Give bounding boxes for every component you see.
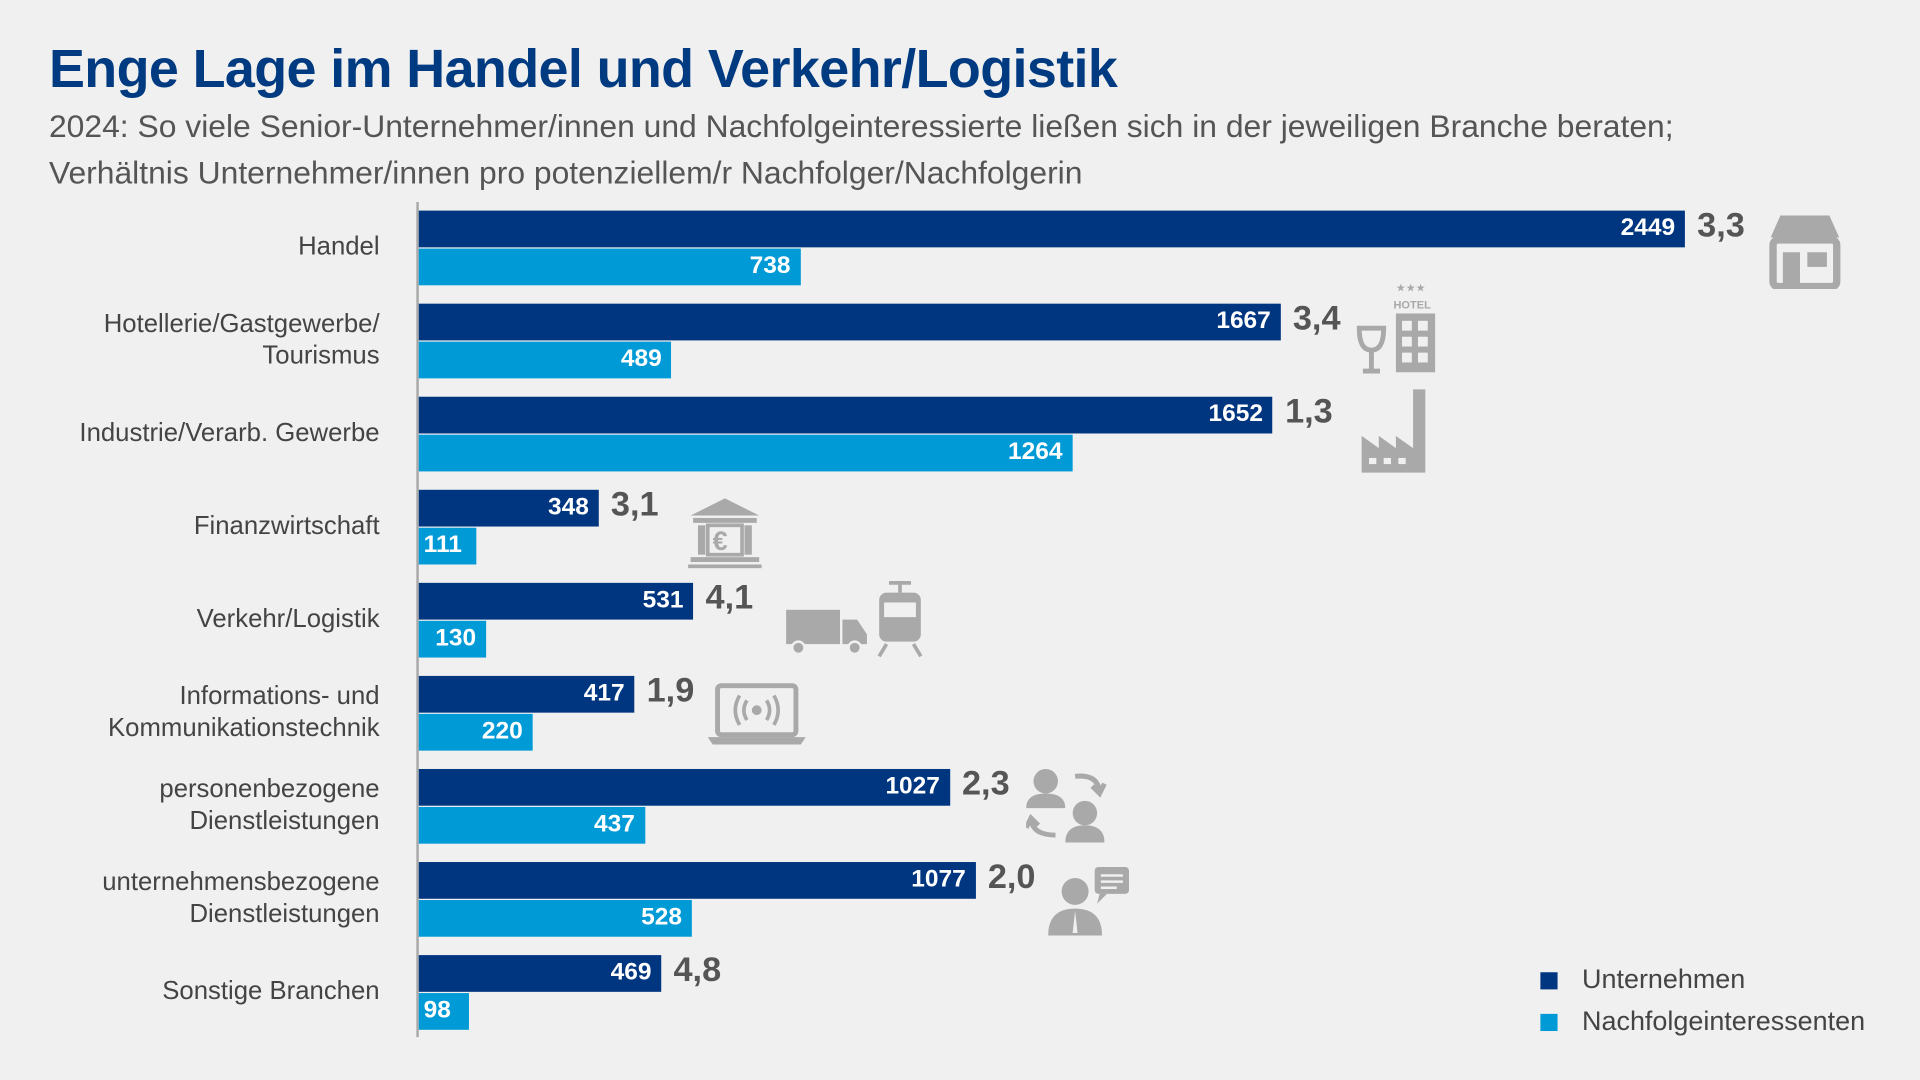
bar-nachfolge: 111 <box>418 527 477 565</box>
bar-nachfolge: 437 <box>418 806 645 844</box>
chart-subtitle-2: Verhältnis Unternehmer/innen pro potenzi… <box>48 154 1083 192</box>
ratio-label: 2,3 <box>961 764 1010 803</box>
category-label: Hotellerie/Gastgewerbe/ Tourismus <box>103 309 380 370</box>
ratio-label: 3,1 <box>610 484 659 523</box>
category-axis <box>416 202 419 1038</box>
ratio-label: 1,3 <box>1285 391 1333 430</box>
bar-unternehmen: 2449 <box>418 210 1685 248</box>
bar-nachfolge: 98 <box>418 993 470 1030</box>
bar-unternehmen: 469 <box>418 955 662 992</box>
bank-euro-icon: € <box>686 496 764 576</box>
svg-text:HOTEL: HOTEL <box>1393 300 1431 312</box>
ratio-label: 1,9 <box>646 671 695 709</box>
category-label: personenbezogene Dienstleistungen <box>159 775 380 836</box>
ratio-label: 3,3 <box>1697 205 1745 244</box>
chart-subtitle-1: 2024: So viele Senior-Unternehmer/innen … <box>48 107 1674 145</box>
data-label: 2449 <box>1620 214 1676 242</box>
data-label: 469 <box>610 958 652 986</box>
category-label: Verkehr/Logistik <box>196 604 380 634</box>
consultant-chat-icon <box>1048 864 1131 944</box>
bar-nachfolge: 738 <box>418 248 801 286</box>
data-label: 1264 <box>1007 438 1063 466</box>
data-label: 738 <box>749 252 791 280</box>
data-label: 528 <box>641 903 682 931</box>
data-label: 220 <box>481 717 523 745</box>
truck-train-icon <box>784 580 931 667</box>
bar-unternehmen: 417 <box>418 675 635 713</box>
category-label: Industrie/Verarb. Gewerbe <box>79 418 380 447</box>
legend-item-unternehmen: Unternehmen <box>1540 964 1745 996</box>
bar-unternehmen: 531 <box>418 582 694 620</box>
ratio-label: 4,8 <box>673 950 722 989</box>
ratio-label: 3,4 <box>1292 298 1341 337</box>
data-label: 531 <box>642 586 684 614</box>
category-label: Finanzwirtschaft <box>193 511 380 541</box>
people-exchange-icon <box>1023 767 1112 851</box>
bar-nachfolge: 130 <box>418 620 486 658</box>
ratio-label: 2,0 <box>987 857 1036 896</box>
bar-nachfolge: 489 <box>418 341 672 379</box>
bar-nachfolge: 220 <box>418 713 533 751</box>
hotel-icon: ★★★ HOTEL <box>1356 279 1445 383</box>
data-label: 489 <box>620 345 662 373</box>
category-label: Informations- und Kommunikationstechnik <box>108 682 380 743</box>
data-label: 1027 <box>885 772 940 800</box>
legend-item-nachfolge: Nachfolgeinteressenten <box>1540 1005 1865 1037</box>
bar-unternehmen: 1667 <box>418 303 1281 341</box>
shop-icon <box>1763 211 1846 295</box>
bar-unternehmen: 1027 <box>418 768 950 806</box>
data-label: 437 <box>594 810 635 838</box>
category-label: unternehmensbezogene Dienstleistungen <box>102 868 380 929</box>
data-label: 1077 <box>911 865 966 893</box>
data-label: 98 <box>423 996 451 1024</box>
data-label: 130 <box>435 624 477 652</box>
chart-title: Enge Lage im Handel und Verkehr/Logistik <box>48 39 1118 100</box>
data-label: 348 <box>548 493 589 521</box>
data-label: 111 <box>423 531 462 559</box>
svg-text:★★★: ★★★ <box>1396 282 1426 294</box>
category-label: Handel <box>298 232 380 261</box>
data-label: 417 <box>583 679 625 707</box>
svg-text:€: € <box>713 526 728 556</box>
ratio-label: 4,1 <box>705 577 754 616</box>
bar-nachfolge: 1264 <box>418 434 1073 472</box>
factory-icon <box>1359 387 1432 481</box>
bar-unternehmen: 1652 <box>418 396 1273 434</box>
laptop-wireless-icon <box>707 681 806 756</box>
bar-nachfolge: 528 <box>418 900 692 937</box>
data-label: 1667 <box>1216 307 1271 335</box>
bar-unternehmen: 1077 <box>418 862 976 899</box>
data-label: 1652 <box>1208 400 1264 428</box>
category-label: Sonstige Branchen <box>162 977 380 1006</box>
bar-unternehmen: 348 <box>418 489 599 527</box>
